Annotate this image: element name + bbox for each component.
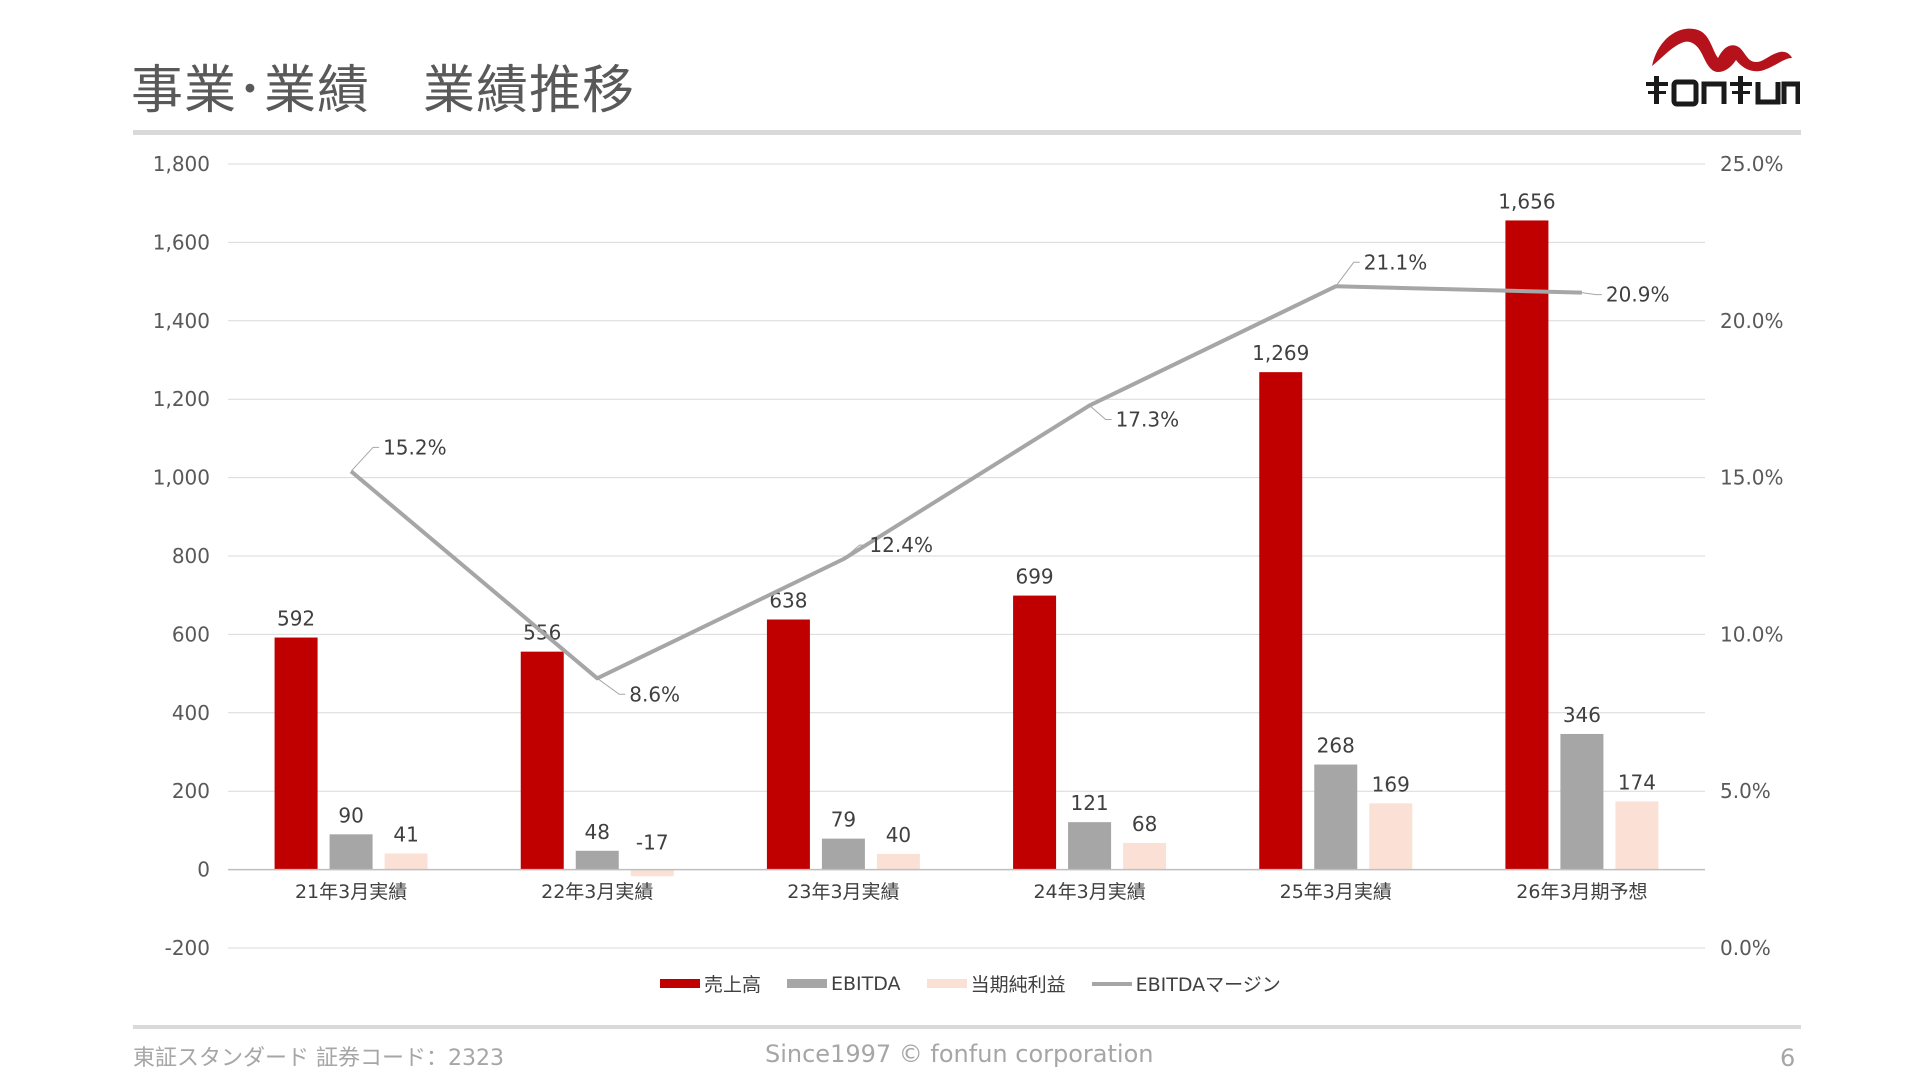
bar-sales [1259,372,1303,870]
y2-tick-label: 10.0% [1720,622,1784,646]
margin-leader-line [1335,261,1360,287]
footer-copyright: Since1997 © fonfun corporation [765,1040,1154,1068]
margin-data-label: 17.3% [1116,407,1180,431]
footer-rule [133,1025,1801,1029]
fonfun-logo [1646,28,1800,107]
margin-data-label: 21.1% [1364,250,1428,274]
bar-data-label: 40 [886,823,911,847]
bar-ebitda [1314,764,1358,870]
bar-data-label: 1,656 [1498,189,1555,213]
bar-net-income [876,853,920,870]
bar-net-income [630,869,674,877]
y-tick-label: 400 [172,701,210,725]
legend-swatch-ebitda [787,979,828,988]
bar-data-label: 48 [585,820,610,844]
y2-tick-label: 5.0% [1720,779,1771,803]
margin-leader-line [1581,292,1602,296]
bar-data-label: 41 [393,823,418,847]
bar-sales [1505,220,1549,870]
y2-tick-label: 0.0% [1720,936,1771,960]
logo-swoosh [1652,28,1792,72]
bar-ebitda [329,834,373,870]
bar-sales [1013,595,1057,870]
legend-swatch-net-income [926,979,967,988]
bar-ebitda [821,838,865,870]
y-tick-label: 1,600 [153,230,210,254]
legend-item-sales: 売上高 [660,970,761,997]
margin-data-label: 12.4% [869,533,933,557]
bar-net-income [1369,803,1413,870]
bar-data-label: 346 [1563,703,1601,727]
y2-tick-label: 20.0% [1720,309,1784,333]
bar-sales [520,651,564,870]
margin-data-label: 20.9% [1606,283,1670,307]
y-tick-label: 1,200 [153,387,210,411]
y-tick-label: -200 [165,936,210,960]
x-category-label: 25年3月実績 [1280,881,1392,903]
bar-net-income [384,853,428,870]
margin-leader-line [1089,405,1112,420]
margin-leader-line [350,446,380,472]
legend-label-ebitda: EBITDA [831,972,901,995]
y-tick-label: 1,000 [153,466,210,490]
margin-data-label: 15.2% [383,435,447,459]
footer-stock-code: 東証スタンダード 証券コード：2323 [133,1046,504,1071]
bar-data-label: 169 [1372,772,1410,796]
bar-data-label: 174 [1618,770,1656,794]
bar-data-label: 268 [1317,734,1355,758]
bar-data-label: 121 [1070,791,1108,815]
bar-data-label: 1,269 [1252,341,1309,365]
bar-net-income [1615,801,1659,870]
chart-legend: 売上高 EBITDA 当期純利益 EBITDAマージン [660,970,1307,997]
legend-item-ebitda: EBITDA [787,973,901,995]
y2-tick-label: 15.0% [1720,466,1784,490]
header-rule [133,130,1801,135]
bar-data-label: 90 [338,803,363,827]
bar-sales [766,619,810,870]
bar-data-label: 592 [277,607,315,631]
performance-chart: -200 0 200 400 600 800 1,000 1,200 1,400 1,600 1,8… [153,152,1784,960]
x-category-label: 23年3月実績 [787,881,899,903]
bar-data-label: -17 [636,831,669,855]
margin-data-label: 8.6% [629,682,680,706]
x-category-label: 21年3月実績 [295,881,407,903]
x-category-label: 26年3月期予想 [1516,881,1647,903]
bar-ebitda [575,850,619,870]
bar-data-label: 68 [1132,812,1157,836]
y-tick-label: 200 [172,779,210,803]
bar-ebitda [1560,733,1604,870]
legend-item-net-income: 当期純利益 [926,970,1066,997]
legend-swatch-margin [1091,981,1132,986]
margin-line [349,284,1582,681]
legend-swatch-sales [660,979,700,988]
legend-label-margin: EBITDAマージン [1135,974,1281,996]
x-category-label: 22年3月実績 [541,881,653,903]
y-tick-label: 1,800 [153,152,210,176]
margin-leader-line [843,544,866,560]
y-tick-label: 0 [197,858,210,882]
page-number: 6 [1780,1044,1796,1072]
bar-data-label: 699 [1015,565,1053,589]
page-title: 事業･業績 業績推移 [131,61,636,121]
legend-label-sales: 売上高 [704,974,762,996]
bar-net-income [1123,842,1167,870]
x-category-label: 24年3月実績 [1033,881,1145,903]
y-tick-label: 1,400 [153,309,210,333]
bar-data-label: 79 [831,808,856,832]
margin-leader-line [596,677,626,695]
bar-sales [274,637,318,870]
y-tick-label: 600 [172,622,210,646]
legend-item-margin: EBITDAマージン [1091,970,1281,997]
y-tick-label: 800 [172,544,210,568]
y2-tick-label: 25.0% [1720,152,1784,176]
legend-label-net-income: 当期純利益 [970,974,1066,996]
bar-ebitda [1068,822,1112,870]
